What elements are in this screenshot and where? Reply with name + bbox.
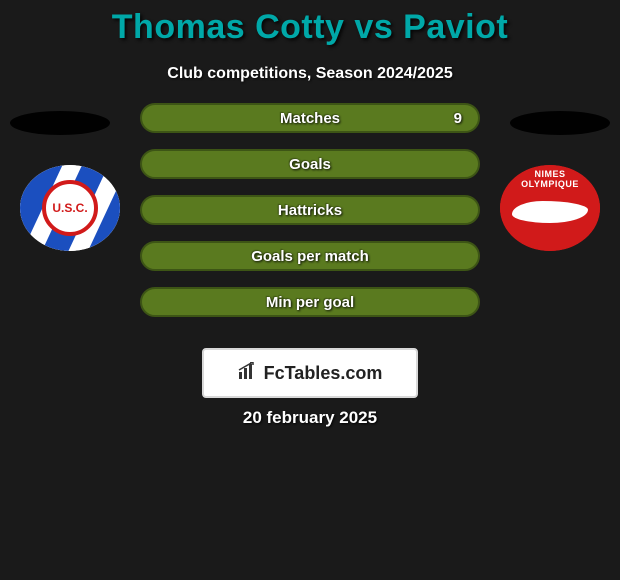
page-title: Thomas Cotty vs Paviot bbox=[0, 0, 620, 47]
stat-bar-goals-per-match: Goals per match bbox=[140, 241, 480, 271]
stat-label: Goals bbox=[289, 156, 331, 173]
nimes-badge: NIMES OLYMPIQUE bbox=[500, 165, 600, 251]
stat-bar-matches: Matches 9 bbox=[140, 103, 480, 133]
stat-bar-hattricks: Hattricks bbox=[140, 195, 480, 225]
subtitle: Club competitions, Season 2024/2025 bbox=[0, 65, 620, 83]
footer-brand-text: FcTables.com bbox=[264, 363, 383, 384]
stat-value-right: 9 bbox=[454, 110, 462, 127]
stat-label: Matches bbox=[280, 110, 340, 127]
stat-label: Goals per match bbox=[251, 248, 369, 265]
footer-brand-badge[interactable]: FcTables.com bbox=[202, 348, 418, 398]
club-badge-right: NIMES OLYMPIQUE bbox=[500, 165, 600, 251]
bar-chart-icon bbox=[238, 362, 258, 385]
stat-label: Min per goal bbox=[266, 294, 354, 311]
shadow-left bbox=[10, 111, 110, 135]
club-badge-left: U.S.C. bbox=[20, 165, 120, 251]
stat-label: Hattricks bbox=[278, 202, 342, 219]
date-text: 20 february 2025 bbox=[0, 408, 620, 428]
usc-badge: U.S.C. bbox=[20, 165, 120, 251]
nimes-arc-text: NIMES OLYMPIQUE bbox=[508, 169, 592, 189]
stat-bars: Matches 9 Goals Hattricks Goals per matc… bbox=[140, 103, 480, 333]
nimes-crocodile-icon bbox=[512, 201, 588, 223]
stat-bar-goals: Goals bbox=[140, 149, 480, 179]
usc-ring: U.S.C. bbox=[42, 180, 98, 236]
shadow-right bbox=[510, 111, 610, 135]
stat-bar-min-per-goal: Min per goal bbox=[140, 287, 480, 317]
